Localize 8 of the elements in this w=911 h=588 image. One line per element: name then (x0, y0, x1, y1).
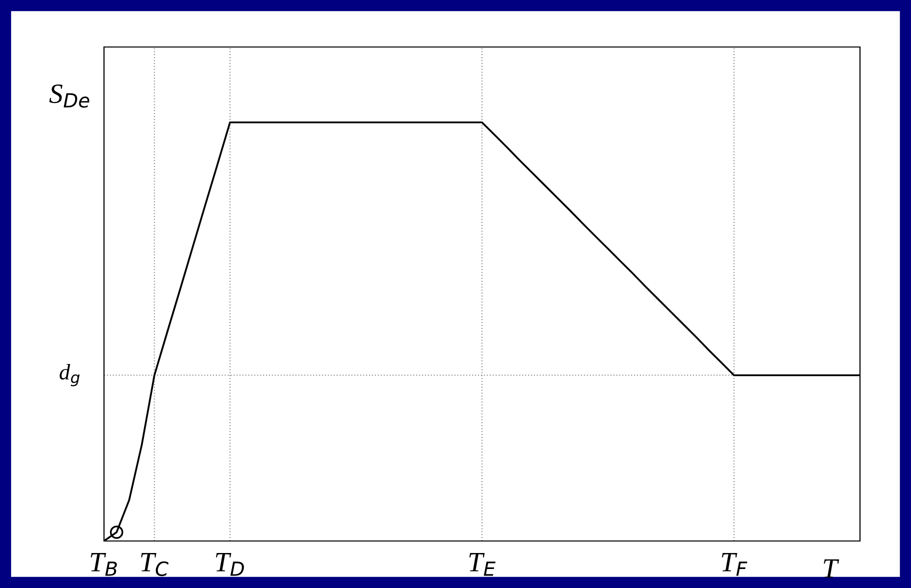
x-tick-label: T$_{F}$ (722, 553, 748, 576)
y-axis-title: S$_{De}$ (49, 84, 90, 108)
ref-line-label: d$_{g}$ (60, 364, 80, 386)
x-tick-label: T$_{E}$ (469, 553, 496, 576)
x-tick-label: T$_{B}$ (90, 553, 117, 576)
x-tick-label: T$_{D}$ (216, 553, 244, 576)
x-tick-label: T$_{C}$ (141, 553, 168, 576)
x-axis-title: T (824, 559, 840, 578)
